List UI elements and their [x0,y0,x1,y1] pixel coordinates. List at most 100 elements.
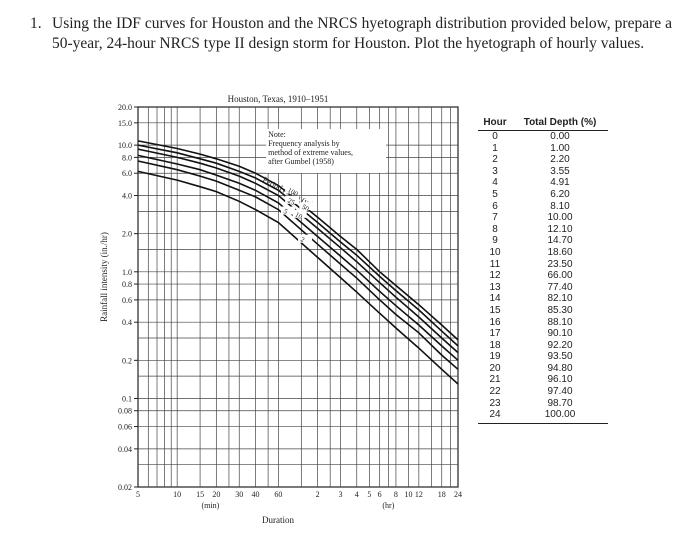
depth-cell: 6.20 [550,188,570,200]
y-tick-label: 0.02 [118,483,132,492]
table-row: 8 12.10 [478,224,608,236]
hour-cell: 4 [492,177,498,189]
x-tick-label-min: 5 [136,490,140,499]
x-tick-label-hr: 12 [415,490,423,499]
hour-cell: 5 [492,188,498,200]
hour-cell: 0 [492,131,498,142]
table-row: 10 18.60 [478,247,608,259]
hour-cell: 13 [489,281,501,293]
x-tick-label-hr: 18 [438,490,446,499]
table-row: 17 90.10 [478,328,608,340]
idf-curve-2 [137,170,459,385]
table-row: 1 1.00 [478,143,608,155]
hour-cell: 2 [492,154,498,166]
curve-label: 25 [286,197,296,208]
table-row: 3 3.55 [478,166,608,178]
y-tick-label: 0.06 [118,423,132,432]
curve-label: 10 [294,211,304,222]
depth-cell: 98.70 [547,397,573,409]
x-axis-label: Duration [262,515,294,525]
x-tick-label-hr: 2 [316,490,320,499]
y-tick-label: 8.0 [122,153,132,162]
y-tick-label: 0.1 [122,394,132,403]
x-tick-label-min: 15 [196,490,204,499]
depth-cell: 18.60 [547,246,573,258]
x-unit-min: (min) [201,501,219,510]
x-tick-label-hr: 10 [405,490,413,499]
hour-cell: 10 [489,246,501,258]
note-line: Frequency analysis by [268,139,340,148]
x-tick-label-hr: 5 [367,490,371,499]
depth-cell: 0.00 [550,131,570,142]
hour-cell: 9 [492,235,498,247]
depth-cell: 93.50 [547,351,573,363]
hour-cell: 21 [489,374,501,386]
table-row: 15 85.30 [478,305,608,317]
idf-curve-50 [137,144,459,347]
curve-label-bg [292,209,307,218]
note-line: after Gumbel (1958) [268,157,334,166]
y-tick-label: 0.2 [122,356,132,365]
depth-cell: 90.10 [547,328,573,340]
table-body: 0 0.00 1 1.00 2 2.20 3 3.55 4 4.91 5 6.20 6 8.10 7 10.0… [478,131,608,421]
hyetograph-table: Hour Total Depth (%) 0 0.00 1 1.00 2 2.20 3 3.5… [478,110,608,424]
table-header: Hour Total Depth (%) [478,110,608,131]
y-tick-label: 0.4 [122,318,132,327]
depth-cell: 92.20 [547,339,573,351]
x-tick-label-hr: 4 [355,490,359,499]
hour-cell: 14 [489,293,501,305]
hour-cell: 22 [489,386,501,398]
depth-cell: 3.55 [550,165,570,177]
x-tick-label-hr: 24 [454,490,462,499]
hour-cell: 3 [492,165,498,177]
depth-cell: 4.91 [550,177,570,189]
table-row: 6 8.10 [478,201,608,213]
table-row: 5 6.20 [478,189,608,201]
header-hour: Hour [483,117,507,128]
table-row: 0 0.00 [478,131,608,143]
depth-cell: 12.10 [547,223,573,235]
depth-cell: 1.00 [550,142,570,154]
table-bottom-rule [478,422,608,424]
idf-curve-25 [137,148,459,354]
table-row: 19 93.50 [478,351,608,363]
table-row: 11 23.50 [478,259,608,271]
note-line: method of extreme values, [268,148,353,157]
question-number: 1. [30,15,42,32]
depth-cell: 8.10 [550,200,570,212]
table-row: 22 97.40 [478,386,608,398]
hour-cell: 11 [489,258,501,270]
curve-label-bg [280,206,295,215]
curve-label-bg [298,234,313,243]
hour-cell: 12 [489,270,501,282]
table-row: 23 98.70 [478,398,608,410]
table-row: 14 82.10 [478,293,608,305]
curve-label: 2 [299,235,306,244]
hour-cell: 6 [492,200,498,212]
depth-cell: 96.10 [547,374,573,386]
hour-cell: 16 [489,316,501,328]
hour-cell: 8 [492,223,498,235]
hour-cell: 24 [489,409,501,421]
depth-cell: 82.10 [547,293,573,305]
x-tick-label-min: 60 [274,490,282,499]
depth-cell: 66.00 [547,270,573,282]
depth-cell: 23.50 [547,258,573,270]
idf-chart: 20.0 15.0 10.0 8.0 6.0 4.0 2.0 1.0 0.8 0.6 0.4 0.2 0… [99,94,462,525]
table-row: 4 4.91 [478,177,608,189]
y-tick-label: 20.0 [118,103,132,112]
curve-label: 50 [300,203,310,214]
table-row: 16 88.10 [478,317,608,329]
table-row: 2 2.20 [478,154,608,166]
curve-label: 5 [282,207,289,216]
note-box [266,129,387,173]
y-axis-label: Rainfall intensity (in./hr) [99,232,109,322]
depth-cell: 97.40 [547,386,573,398]
y-tick-label: 6.0 [122,169,132,178]
hour-cell: 23 [489,397,501,409]
y-tick-label: 1.0 [122,268,132,277]
depth-cell: 88.10 [547,316,573,328]
x-unit-hr: (hr) [382,501,394,510]
question-text: 1. Using the IDF curves for Houston and … [30,14,672,54]
hour-cell: 15 [489,304,501,316]
